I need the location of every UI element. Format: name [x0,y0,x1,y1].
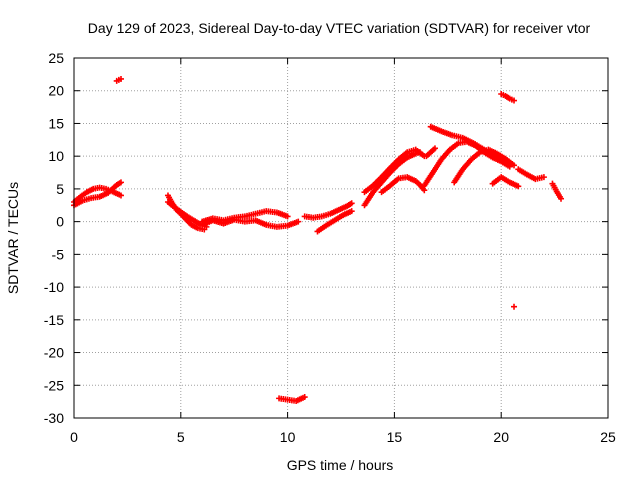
series-cluster-19b [489,174,522,190]
series-cluster-20b [511,303,518,310]
x-axis-ticks: 0 5 10 15 20 25 [70,58,616,445]
series-cluster-11 [301,200,355,221]
data-point [348,208,355,215]
y-tick-label: -5 [52,246,65,262]
data-point [284,213,291,220]
y-tick-label: -25 [44,377,64,393]
gridlines [74,58,608,418]
y-tick-label: 5 [56,181,64,197]
y-tick-label: -10 [44,279,64,295]
series-cluster-15c [378,174,428,196]
series-cluster-20a [498,91,518,104]
x-axis-label: GPS time / hours [287,457,394,473]
data-point [295,218,302,225]
data-point [117,192,124,199]
data-point [511,162,518,169]
y-tick-label: 0 [56,214,64,230]
y-tick-label: -15 [44,312,64,328]
data-point [511,303,518,310]
series-cluster-10 [276,394,308,404]
plot-frame [73,57,609,419]
data-point [511,97,518,104]
series-cluster-21 [515,166,547,183]
data-point [558,195,565,202]
y-tick-label: 20 [48,83,64,99]
series-cluster-0b [71,179,124,209]
data-point [515,183,522,190]
x-tick-label: 15 [387,429,403,445]
y-axis-label: SDTVAR / TECUs [5,182,21,294]
data-point [540,174,547,181]
y-tick-label: 15 [48,115,64,131]
chart-title: Day 129 of 2023, Sidereal Day-to-day VTE… [88,20,591,36]
data-point [431,145,438,152]
series-cluster-2 [113,75,124,84]
x-tick-label: 5 [177,429,185,445]
data-point [301,394,308,401]
y-tick-label: -20 [44,345,64,361]
series-cluster-16x [423,145,438,160]
data-point [117,179,124,186]
x-tick-label: 0 [70,429,78,445]
data-points [71,75,565,404]
x-tick-label: 20 [493,429,509,445]
y-tick-label: 10 [48,148,64,164]
y-tick-label: 25 [48,50,64,66]
data-point [117,75,124,82]
series-cluster-7b [199,208,291,225]
series-cluster-11b [314,208,355,235]
series-cluster-18 [451,146,518,186]
series-cluster-14b [361,146,428,196]
y-tick-label: -30 [44,410,64,426]
data-point [348,200,355,207]
x-tick-label: 25 [600,429,616,445]
series-cluster-22 [549,180,565,202]
y-axis-ticks: 25 20 15 10 5 0 -5 -10 -15 -20 -25 -30 [44,50,608,426]
x-tick-label: 10 [280,429,296,445]
